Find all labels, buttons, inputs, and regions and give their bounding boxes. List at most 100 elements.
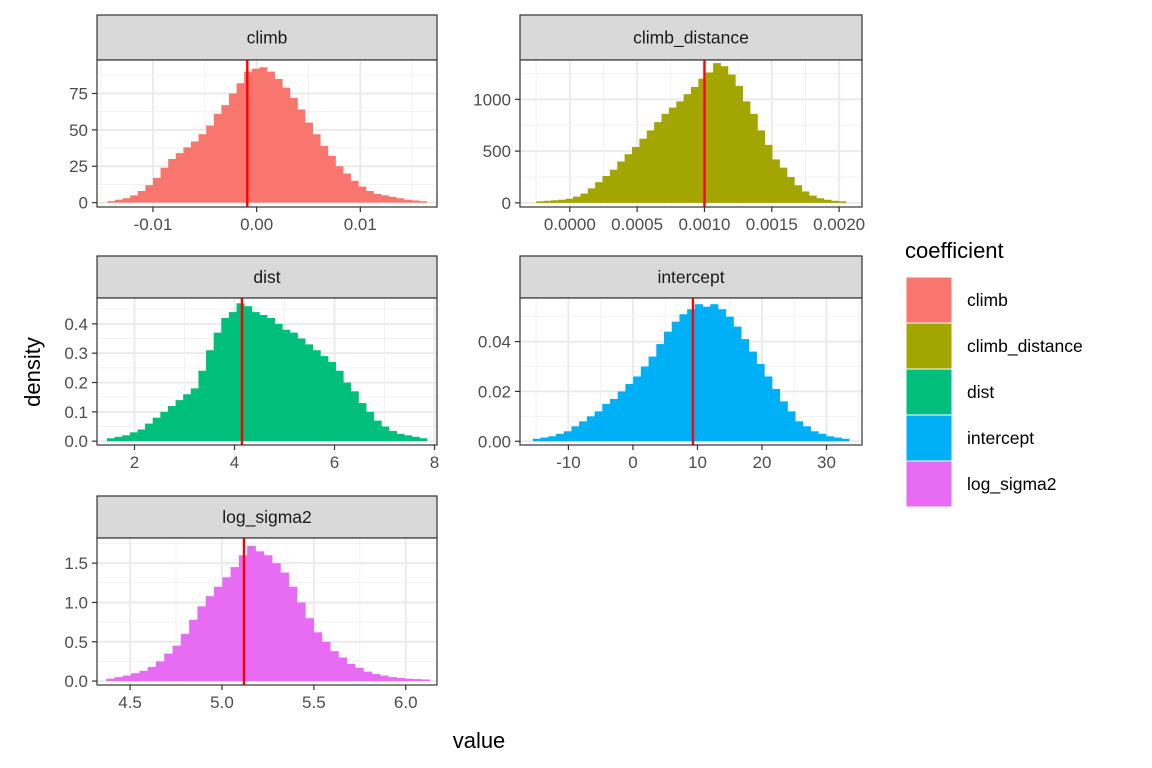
histogram-bar: [654, 122, 662, 203]
histogram-bar: [137, 190, 146, 203]
histogram-bar: [373, 420, 382, 442]
histogram-bar: [664, 331, 673, 442]
y-tick-label: 0.5: [64, 633, 88, 652]
histogram-bar: [228, 312, 237, 442]
histogram-bar: [197, 606, 207, 682]
histogram-bar: [288, 586, 298, 682]
histogram-bar: [320, 356, 329, 442]
panel-border: [96, 537, 438, 686]
histogram-bar: [206, 350, 215, 442]
histogram-bar: [122, 198, 131, 203]
histogram-bar: [579, 421, 588, 442]
histogram-bar: [404, 435, 413, 442]
histogram-bar: [786, 176, 795, 203]
x-tick-label: -10: [556, 453, 581, 472]
histogram-bar: [343, 382, 352, 442]
histogram-bar: [213, 332, 222, 442]
histogram-bar: [388, 196, 397, 203]
legend-title: coefficient: [905, 238, 1004, 263]
facet-strip-label: dist: [253, 267, 280, 287]
histogram-bar: [691, 86, 699, 203]
legend-item: climb_distance: [905, 322, 1083, 370]
legend-key: [905, 368, 953, 416]
histogram-bar: [411, 436, 420, 442]
histogram-bar: [825, 436, 835, 442]
histogram-bar: [313, 632, 323, 682]
x-tick-label: 10: [688, 453, 707, 472]
y-tick-label: 0.2: [64, 374, 88, 393]
histogram-bar: [594, 411, 603, 442]
y-tick-label: 0.4: [64, 315, 88, 334]
histogram-bar: [213, 113, 222, 203]
legend-label: log_sigma2: [967, 474, 1057, 495]
x-tick-label: 8: [430, 453, 439, 472]
histogram-bar: [350, 391, 359, 442]
histogram-bar: [617, 391, 626, 442]
x-tick-label: 0.0010: [678, 215, 730, 234]
histogram-bar: [610, 398, 619, 442]
histogram-bar: [321, 641, 331, 682]
facet-panel: climb_distance 0.0000 0.0005 0.0010 0.0015 0.…: [473, 14, 865, 234]
histogram-bar: [236, 83, 245, 203]
y-tick-label: 0.02: [478, 382, 511, 401]
histogram-bar: [228, 93, 237, 203]
histogram-bar: [320, 145, 329, 203]
histogram-bar: [571, 426, 580, 442]
histogram-bar: [742, 101, 751, 203]
x-tick-label: 30: [817, 453, 836, 472]
x-tick-label: 20: [753, 453, 772, 472]
histogram-bar: [787, 411, 796, 442]
y-tick-label: 1000: [473, 90, 511, 109]
histogram-bar: [698, 78, 707, 203]
histogram-bar: [114, 436, 123, 442]
histogram-bar: [358, 186, 367, 203]
histogram-bar: [296, 602, 306, 682]
histogram-bar: [327, 156, 336, 203]
legend-key: [905, 322, 953, 370]
histogram-bar: [155, 661, 165, 682]
histogram-bar: [617, 161, 626, 203]
histogram-bar: [816, 198, 825, 203]
histogram-bar: [779, 167, 788, 203]
histogram-bar: [214, 586, 223, 682]
histogram-bar: [251, 68, 260, 203]
histogram-bar: [632, 146, 640, 203]
y-tick-label: 75: [69, 84, 88, 103]
facet-panels: climb-0.01 0.00 0.010255075climb_distance0…: [64, 14, 865, 712]
histogram-bar: [221, 105, 230, 203]
facet-strip: [519, 14, 863, 61]
histogram-bar: [130, 195, 139, 203]
histogram-bar: [145, 423, 154, 442]
legend-item: log_sigma2: [905, 460, 1057, 508]
histogram-bar: [702, 306, 711, 442]
histogram-bar: [602, 175, 611, 203]
histogram-bar: [366, 411, 375, 442]
histogram-bar: [330, 651, 339, 682]
histogram-bar: [371, 673, 381, 682]
histogram-bar: [595, 182, 603, 203]
histogram-bar: [735, 85, 744, 203]
histogram-bar: [255, 551, 265, 682]
histogram-bar: [764, 144, 773, 203]
histogram-bar: [147, 666, 157, 682]
y-tick-label: 1.0: [64, 593, 88, 612]
histogram-bar: [602, 403, 611, 442]
histogram-bar: [107, 438, 116, 442]
x-tick-label: 6: [330, 453, 339, 472]
histogram-bar: [587, 188, 596, 203]
histogram-bar: [373, 193, 382, 203]
x-tick-label: 0.0000: [544, 215, 596, 234]
histogram-bar: [838, 201, 847, 203]
histogram-bar: [114, 199, 123, 203]
legend-item: intercept: [905, 414, 1034, 462]
histogram-bar: [183, 147, 192, 203]
x-tick-label: 6.0: [394, 693, 418, 712]
histogram-bar: [771, 388, 781, 442]
histogram-bar: [543, 200, 552, 203]
histogram-bar: [661, 113, 670, 203]
histogram-bar: [713, 63, 721, 203]
legend-key: [905, 460, 953, 508]
